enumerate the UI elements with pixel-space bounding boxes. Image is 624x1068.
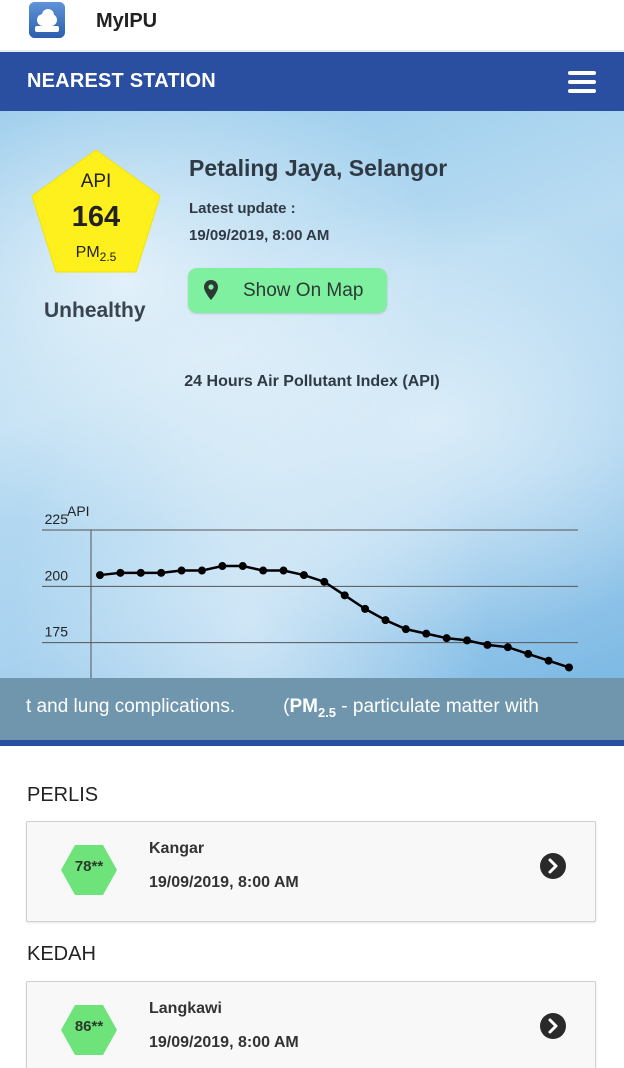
data-point [463, 636, 472, 645]
update-time: 19/09/2019, 8:00 AM [189, 227, 330, 244]
api-badge-pentagon [31, 149, 161, 273]
chevron-right-icon[interactable] [540, 853, 566, 879]
station-card-langkawi[interactable]: 86** Langkawi 19/09/2019, 8:00 AM [26, 981, 596, 1068]
data-point [157, 568, 166, 577]
station-api-value: 78** [74, 858, 104, 875]
station-update-time: 19/09/2019, 8:00 AM [149, 1034, 299, 1051]
data-point [177, 566, 186, 575]
dominant-pollutant: PM2.5 [30, 244, 162, 264]
chart-title: 24 Hours Air Pollutant Index (API) [184, 373, 440, 390]
chevron-right-icon[interactable] [540, 1013, 566, 1039]
station-name: Petaling Jaya, Selangor [189, 155, 448, 181]
ticker-lead: t and lung complications. [26, 696, 236, 717]
nav-bar: NEAREST STATION [0, 50, 624, 111]
data-point [136, 568, 145, 577]
api-line-chart: 150175200225API9AM11AM1PM3PM5PM7PM9PM11P… [42, 503, 578, 678]
series-line [99, 564, 570, 669]
api-value: 164 [71, 201, 121, 233]
ticker-open: ( [283, 696, 290, 717]
data-point [361, 604, 370, 613]
menu-icon[interactable] [568, 71, 596, 93]
app-title: MyIPU [96, 10, 158, 32]
station-name-label: Kangar [149, 840, 205, 857]
update-label: Latest update : [189, 200, 296, 217]
info-ticker: t and lung complications. (PM2.5 - partic… [0, 678, 624, 740]
pollutant-name: PM [75, 244, 100, 261]
y-tick-label: 175 [45, 624, 69, 640]
data-point [340, 591, 349, 600]
ticker-pm-sub: 2.5 [317, 704, 337, 720]
ticker-divider [0, 740, 624, 746]
data-point [503, 643, 512, 652]
nav-title: NEAREST STATION [27, 70, 216, 92]
data-point [565, 663, 573, 672]
y-tick-label: 200 [45, 567, 69, 583]
api-label: API [80, 171, 112, 192]
data-point [401, 625, 410, 634]
data-point [96, 571, 104, 580]
data-point [381, 616, 390, 625]
data-point [279, 566, 288, 575]
data-point [238, 562, 247, 571]
station-api-value: 86** [74, 1018, 104, 1035]
data-point [442, 634, 451, 643]
data-point [524, 649, 533, 658]
data-point [544, 656, 553, 665]
air-quality-status: Unhealthy [44, 299, 146, 322]
app-bar: MyIPU [0, 0, 624, 50]
show-on-map-label: Show On Map [243, 280, 364, 301]
y-tick-label: 225 [45, 511, 69, 527]
api-hexagon-icon [61, 845, 117, 895]
api-hexagon-icon [61, 1005, 117, 1055]
app-logo-icon [29, 2, 65, 38]
map-pin-icon [204, 280, 218, 300]
show-on-map-button[interactable]: Show On Map [188, 268, 387, 313]
station-name-label: Langkawi [149, 1000, 222, 1017]
data-point [116, 568, 125, 577]
station-update-time: 19/09/2019, 8:00 AM [149, 874, 299, 891]
ticker-text: t and lung complications. (PM2.5 - partic… [26, 696, 539, 720]
data-point [299, 571, 308, 580]
pollutant-subscript: 2.5 [99, 250, 117, 265]
y-axis-label: API [67, 503, 90, 519]
data-point [259, 566, 268, 575]
state-heading-perlis: PERLIS [27, 784, 99, 806]
data-point [483, 640, 492, 649]
state-heading-kedah: KEDAH [27, 943, 96, 965]
data-point [218, 562, 227, 571]
station-card-kangar[interactable]: 78** Kangar 19/09/2019, 8:00 AM [26, 821, 596, 922]
ticker-pm: PM [289, 696, 318, 717]
data-point [320, 577, 329, 586]
nearest-station-panel: API 164 PM2.5 Unhealthy Petaling Jaya, S… [0, 111, 624, 678]
data-point [422, 629, 431, 638]
ticker-tail: - particulate matter with [336, 696, 539, 717]
data-point [197, 566, 206, 575]
